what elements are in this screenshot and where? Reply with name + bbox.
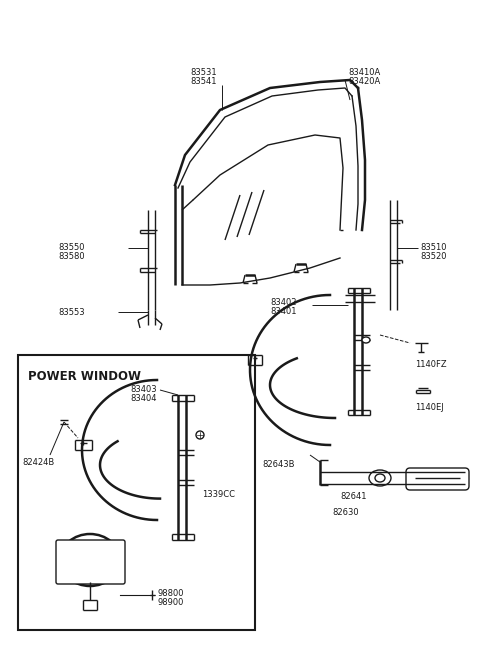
- Text: 83402: 83402: [270, 298, 297, 307]
- Ellipse shape: [60, 534, 120, 586]
- Bar: [18, 355, 255, 630]
- Text: 83520: 83520: [420, 252, 446, 261]
- Ellipse shape: [72, 545, 108, 575]
- Ellipse shape: [196, 431, 204, 439]
- Text: 98800: 98800: [158, 589, 184, 598]
- Text: 82643B: 82643B: [262, 460, 295, 469]
- Text: 98900: 98900: [158, 598, 184, 607]
- Text: 1140FZ: 1140FZ: [415, 360, 446, 369]
- Text: 82424B: 82424B: [22, 458, 54, 467]
- Text: 82641: 82641: [340, 492, 367, 501]
- Text: 83531: 83531: [190, 68, 216, 77]
- Text: 83541: 83541: [190, 77, 216, 86]
- Ellipse shape: [362, 337, 370, 343]
- Ellipse shape: [375, 474, 385, 482]
- Text: POWER WINDOW: POWER WINDOW: [28, 370, 141, 383]
- Text: 1140EJ: 1140EJ: [415, 403, 444, 412]
- Text: 83510: 83510: [420, 243, 446, 252]
- FancyBboxPatch shape: [56, 540, 125, 584]
- Text: 83410A: 83410A: [348, 68, 380, 77]
- Text: 83420A: 83420A: [348, 77, 380, 86]
- Text: 82630: 82630: [332, 508, 359, 517]
- FancyBboxPatch shape: [406, 468, 469, 490]
- Text: 1339CC: 1339CC: [202, 490, 235, 499]
- Text: 83580: 83580: [58, 252, 84, 261]
- Text: 83404: 83404: [130, 394, 156, 403]
- Text: 83553: 83553: [58, 308, 84, 317]
- Ellipse shape: [369, 470, 391, 486]
- Text: 83401: 83401: [270, 307, 297, 316]
- Text: 83403: 83403: [130, 385, 156, 394]
- Text: 83550: 83550: [58, 243, 84, 252]
